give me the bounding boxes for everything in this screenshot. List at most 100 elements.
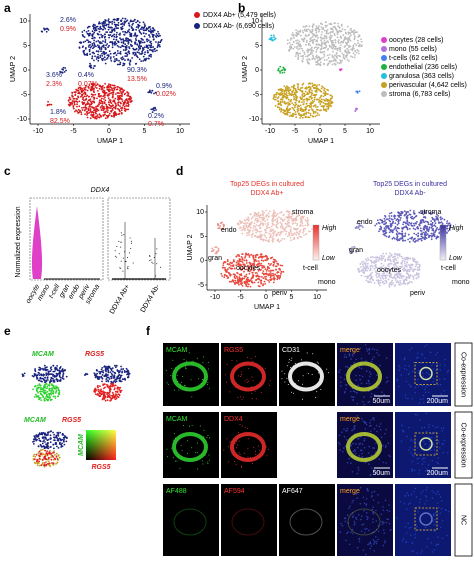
cell-dot [226,275,228,277]
cell-dot [410,274,412,276]
cell-dot [305,219,307,221]
cell-dot [97,385,99,387]
cell-dot [135,29,137,31]
cell-dot [112,367,114,369]
cell-dot [104,101,106,103]
cell-dot [116,89,118,91]
cell-dot [107,46,109,48]
cell-dot [100,41,102,43]
cell-dot [394,238,396,240]
cell-dot [241,233,243,235]
x-tick-label: 5 [290,294,294,301]
cell-dot [96,58,98,60]
cell-dot [259,227,261,229]
cell-dot [230,265,232,267]
cell-dot [280,227,282,229]
cell-dot [405,265,407,267]
cell-dot [392,282,394,284]
cell-dot [120,92,122,94]
cell-dot [337,62,339,64]
cell-dot [74,111,76,113]
x-tick-label: 10 [366,128,374,135]
cell-dot [318,47,320,49]
cell-dot [273,233,275,235]
cell-dot [50,399,52,401]
cell-dot [332,31,334,33]
cell-dot [337,23,339,25]
cell-dot [301,101,303,103]
cell-dot [329,105,331,107]
cell-dot [258,212,260,214]
cell-dot [88,103,90,105]
cell-dot [384,218,386,220]
cell-dot [85,98,87,100]
panel-label: c [4,164,11,178]
cell-dot [267,258,269,260]
cell-dot [265,278,267,280]
cell-dot [431,227,433,229]
cell-dot [350,28,352,30]
cell-dot [352,49,354,51]
cell-dot [126,368,128,370]
cell-dot [85,47,87,49]
cell-dot [91,88,93,90]
cell-dot [151,90,153,92]
cell-dot [101,109,103,111]
cluster-label: t-cell [441,265,456,272]
cell-dot [122,100,124,102]
cell-dot [148,34,150,36]
cell-dot [265,230,267,232]
cell-dot [295,55,297,57]
x-axis-label: UMAP 1 [97,138,123,145]
cell-dot [253,259,255,261]
cell-dot [110,105,112,107]
cell-dot [104,28,106,30]
cell-dot [224,269,226,271]
cell-dot [290,240,292,242]
cell-dot [398,284,400,286]
cell-dot [109,378,111,380]
cell-dot [306,217,308,219]
cell-dot [115,36,117,38]
legend-swatch [194,23,200,29]
annotation: 2.6% [60,17,76,24]
cell-dot [35,370,37,372]
cell-dot [308,43,310,45]
cell-dot [146,38,148,40]
cell-dot [297,58,299,60]
cell-dot [135,38,137,40]
cell-dot [296,32,298,34]
cell-dot [71,102,73,104]
cell-dot [256,229,258,231]
cell-dot [295,116,297,118]
cell-dot [423,228,425,230]
cell-dot [108,34,110,36]
cell-dot [315,106,317,108]
cell-dot [328,33,330,35]
cell-dot [117,108,119,110]
annotation: 0.02% [156,91,176,98]
cell-dot [118,46,120,48]
cell-dot [302,58,304,60]
cell-dot [267,240,269,242]
cell-dot [396,227,398,229]
cell-dot [316,84,318,86]
cell-dot [272,275,274,277]
cell-dot [247,229,249,231]
cell-dot [411,218,413,220]
cell-dot [114,44,116,46]
cell-dot [155,35,157,37]
annotation: 0.9% [156,83,172,90]
cell-dot [144,25,146,27]
cell-dot [130,248,131,249]
cell-dot [249,213,251,215]
cell-dot [268,275,270,277]
cell-dot [91,112,93,114]
cell-dot [434,232,436,234]
cell-dot [160,267,161,268]
cell-dot [347,26,349,28]
cell-dot [310,103,312,105]
cell-dot [41,432,43,434]
cell-dot [121,371,123,373]
cell-dot [44,368,46,370]
